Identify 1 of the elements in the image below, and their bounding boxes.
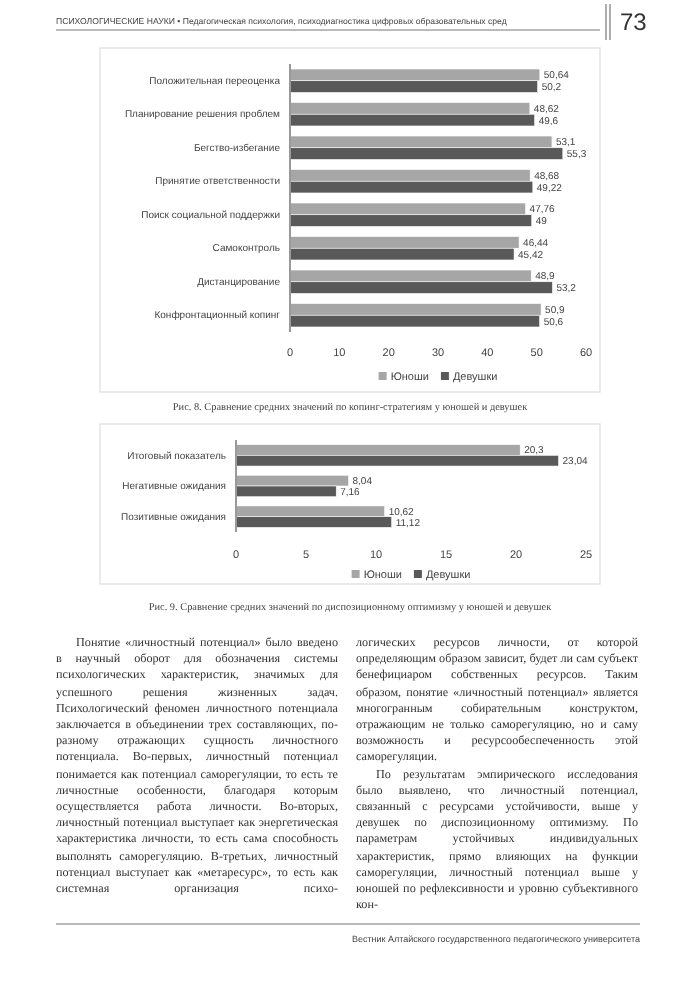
text: 73 [620,8,648,36]
